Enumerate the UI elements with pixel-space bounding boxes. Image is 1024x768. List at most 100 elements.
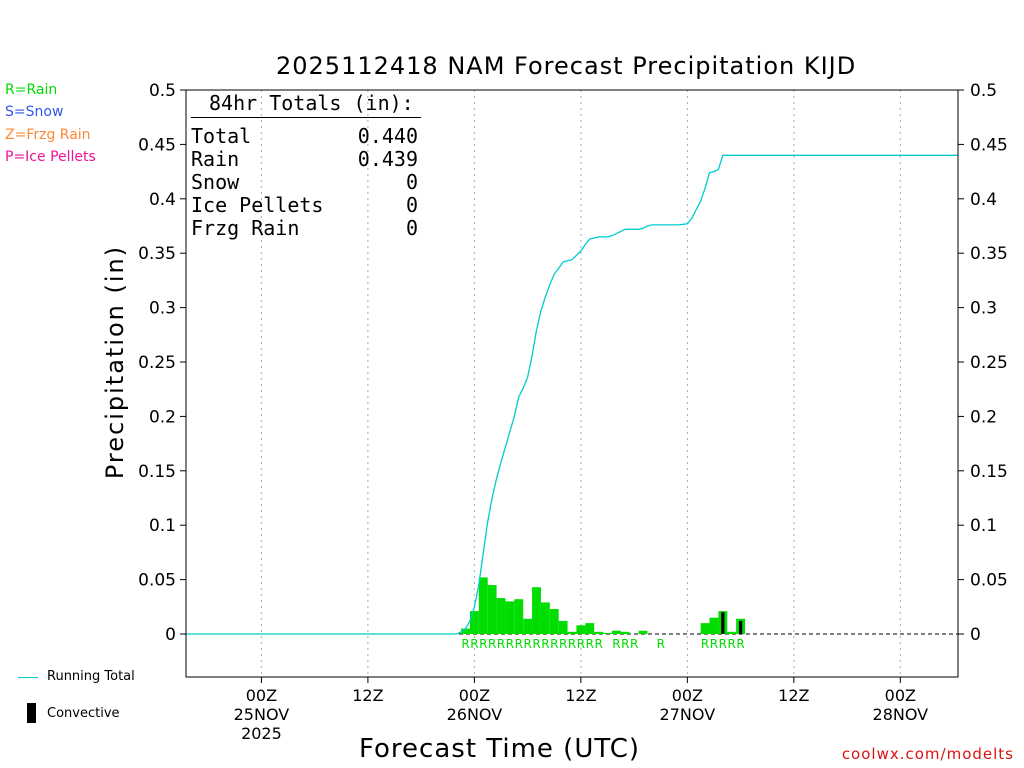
totals-value-frzg-rain: 0 bbox=[405, 216, 418, 240]
y-tick-label-left: 0.35 bbox=[138, 244, 176, 264]
totals-value-ice-pellets: 0 bbox=[405, 193, 418, 217]
rain-type-marker: R bbox=[559, 637, 567, 651]
rain-type-marker: R bbox=[532, 637, 540, 651]
x-tick-label: 00Z bbox=[246, 686, 277, 705]
rain-type-marker: R bbox=[701, 637, 709, 651]
totals-label-frzg-rain: Frzg Rain bbox=[191, 216, 300, 240]
rain-bar bbox=[620, 631, 630, 634]
running-total-line-group bbox=[186, 154, 958, 635]
rain-bar bbox=[469, 611, 479, 634]
x-tick-label: 12Z bbox=[565, 686, 596, 705]
x-tick-date: 28NOV bbox=[873, 705, 929, 724]
rain-type-marker: R bbox=[523, 637, 531, 651]
left-y-ticks: 0 0.05 0.1 0.15 0.2 0.25 0.3 0.35 0.4 0.45 0.5 bbox=[138, 81, 186, 645]
y-tick-label-right: 0 bbox=[970, 625, 981, 645]
legend-ice-pellets: P=Ice Pellets bbox=[5, 149, 96, 165]
legend-running-total-swatch bbox=[18, 677, 38, 678]
right-y-ticks: 0 0.05 0.1 0.15 0.2 0.25 0.3 0.35 0.4 0.45 0.5 bbox=[958, 81, 1008, 645]
y-tick-label-left: 0.4 bbox=[149, 190, 176, 210]
plot-border bbox=[185, 89, 959, 678]
totals-value-snow: 0 bbox=[405, 170, 418, 194]
y-tick-label-left: 0.3 bbox=[149, 299, 176, 319]
plot-frame bbox=[185, 89, 959, 678]
legend-convective: Convective bbox=[47, 706, 120, 721]
rain-bar bbox=[638, 630, 648, 634]
rain-bar bbox=[585, 623, 595, 634]
rain-type-marker: R bbox=[612, 637, 620, 651]
convective-bar bbox=[739, 620, 743, 634]
rain-type-marker: R bbox=[470, 637, 478, 651]
rain-bar bbox=[496, 598, 506, 634]
rain-bar bbox=[487, 585, 497, 634]
y-tick-label-right: 0.3 bbox=[970, 299, 997, 319]
totals-label-rain: Rain bbox=[191, 147, 240, 171]
totals-label-total: Total bbox=[191, 124, 252, 148]
y-tick-label-left: 0.05 bbox=[138, 571, 176, 591]
rain-bar bbox=[558, 620, 568, 634]
totals-label-ice-pellets: Ice Pellets bbox=[191, 193, 324, 217]
convective-bars bbox=[721, 612, 743, 634]
y-tick-label-left: 0.2 bbox=[149, 407, 176, 427]
convective-bar bbox=[721, 612, 725, 634]
rain-bar bbox=[461, 628, 470, 634]
rain-type-marker: R bbox=[479, 637, 487, 651]
rain-bar bbox=[523, 618, 533, 634]
y-tick-label-right: 0.5 bbox=[970, 81, 997, 101]
rain-type-marker: R bbox=[719, 637, 727, 651]
y-tick-label-right: 0.35 bbox=[970, 244, 1008, 264]
y-tick-label-right: 0.1 bbox=[970, 516, 997, 536]
rain-type-marker: R bbox=[506, 637, 514, 651]
rain-bar bbox=[603, 632, 612, 634]
rain-bar bbox=[576, 625, 586, 634]
legend-frzg-rain: Z=Frzg Rain bbox=[5, 127, 91, 143]
legend-convective-swatch bbox=[27, 703, 36, 723]
totals-label-snow: Snow bbox=[191, 170, 240, 194]
y-axis-label: Precipitation (in) bbox=[101, 244, 129, 480]
x-tick-label: 00Z bbox=[885, 686, 916, 705]
legend-rain: R=Rain bbox=[5, 82, 58, 98]
rain-bar bbox=[709, 617, 719, 634]
y-tick-label-left: 0.1 bbox=[149, 516, 176, 536]
rain-type-marker: R bbox=[630, 637, 638, 651]
rain-type-marker: R bbox=[568, 637, 576, 651]
x-tick-date: 26NOV bbox=[447, 705, 503, 724]
x-tick-date: 25NOV bbox=[234, 705, 290, 724]
rain-type-marker: R bbox=[541, 637, 549, 651]
rain-type-marker: R bbox=[621, 637, 629, 651]
rain-bar bbox=[567, 631, 577, 634]
y-tick-label-left: 0.45 bbox=[138, 135, 176, 155]
rain-bar bbox=[611, 630, 621, 634]
credit-link[interactable]: coolwx.com/modelts bbox=[841, 745, 1014, 763]
y-tick-label-left: 0.5 bbox=[149, 81, 176, 101]
totals-header: 84hr Totals (in): bbox=[209, 91, 414, 115]
vertical-gridlines bbox=[260, 90, 901, 677]
y-tick-label-right: 0.4 bbox=[970, 190, 997, 210]
x-tick-label: 00Z bbox=[459, 686, 490, 705]
y-tick-label-left: 0 bbox=[165, 625, 176, 645]
rain-bar bbox=[549, 608, 559, 634]
rain-type-marker: R bbox=[710, 637, 718, 651]
totals-underline bbox=[191, 117, 421, 118]
rain-bar bbox=[594, 631, 604, 634]
x-axis-label: Forecast Time (UTC) bbox=[359, 734, 641, 764]
rain-bar bbox=[727, 631, 737, 634]
rain-type-marker: R bbox=[515, 637, 523, 651]
rain-type-marker: R bbox=[594, 637, 602, 651]
rain-bars bbox=[461, 577, 746, 634]
y-tick-label-left: 0.25 bbox=[138, 353, 176, 373]
chart-title: 2025112418 NAM Forecast Precipitation KI… bbox=[276, 52, 857, 80]
rain-type-marker: R bbox=[497, 637, 505, 651]
y-tick-label-right: 0.15 bbox=[970, 462, 1008, 482]
x-tick-label: 00Z bbox=[672, 686, 703, 705]
y-tick-label-right: 0.2 bbox=[970, 407, 997, 427]
x-tick-label: 12Z bbox=[352, 686, 383, 705]
rain-type-marker: R bbox=[586, 637, 594, 651]
x-tick-label: 12Z bbox=[778, 686, 809, 705]
totals-value-rain: 0.439 bbox=[357, 147, 418, 171]
y-tick-label-right: 0.25 bbox=[970, 353, 1008, 373]
rain-bar bbox=[700, 623, 710, 634]
totals-value-total: 0.440 bbox=[357, 124, 418, 148]
rain-bar bbox=[514, 599, 524, 634]
